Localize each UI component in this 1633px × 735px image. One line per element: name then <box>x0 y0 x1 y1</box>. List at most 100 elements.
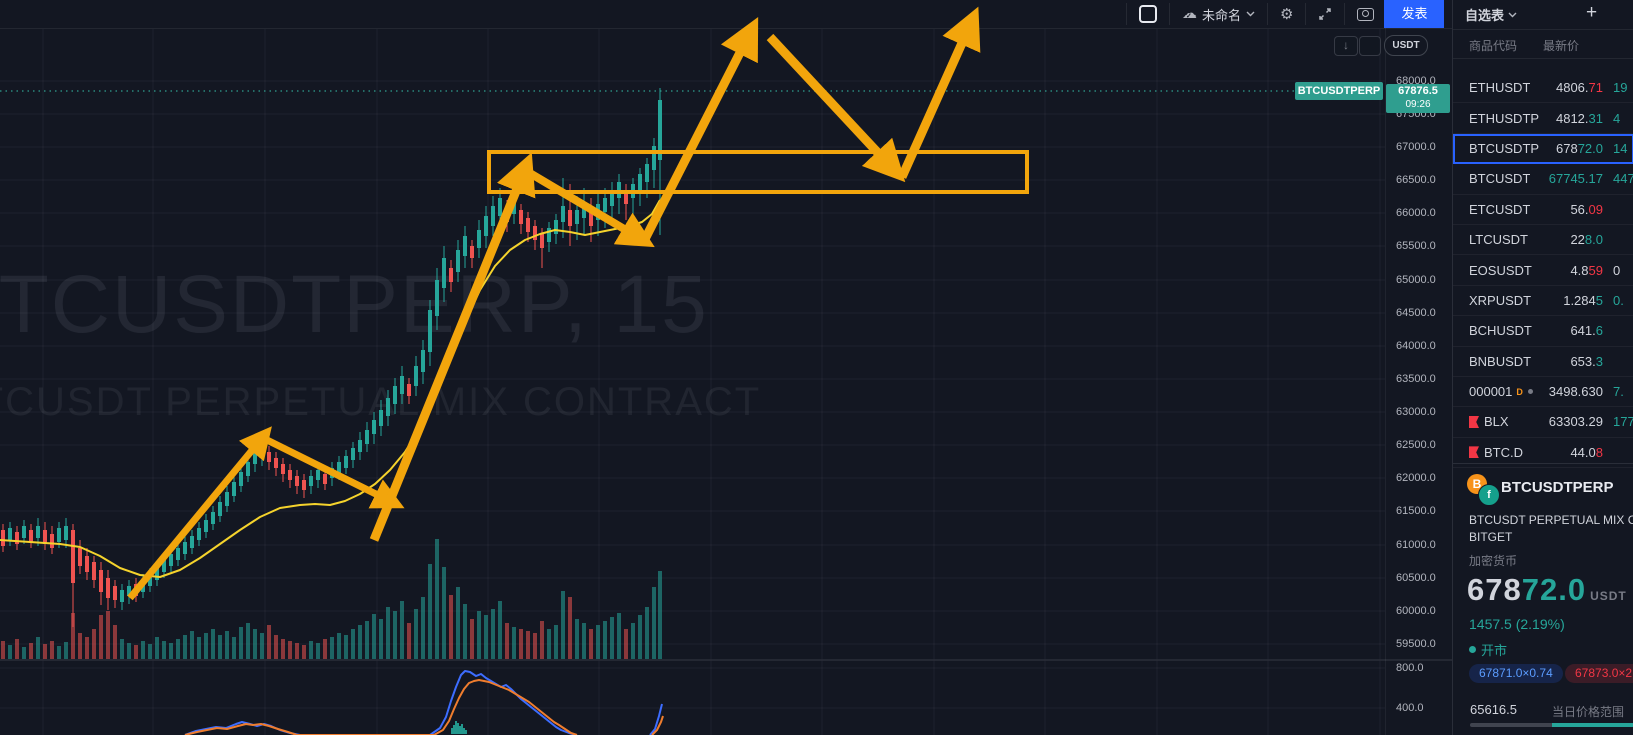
watchlist-row-ethusdt[interactable]: ETHUSDT 4806.71 19 <box>1453 73 1633 104</box>
last-price: 4806.71 <box>1555 80 1603 96</box>
change-value: 7. <box>1613 384 1624 400</box>
change-value: 0 <box>1613 262 1621 278</box>
current-price-time: 09:26 <box>1405 99 1431 110</box>
camera-icon <box>1357 7 1375 21</box>
chart-canvas[interactable] <box>0 0 1452 735</box>
price-axis-tick: 66000.0 <box>1396 207 1436 219</box>
gear-icon: ⚙ <box>1280 6 1294 23</box>
layout-panel-button[interactable] <box>1133 0 1163 28</box>
publish-button[interactable]: 发表 <box>1384 0 1445 28</box>
symbol-label: BLX <box>1469 414 1509 429</box>
chart-watermark-symbol: BTCUSDTPERP, 15 <box>0 259 709 350</box>
column-header-symbol[interactable]: 商品代码 <box>1469 39 1518 53</box>
watchlist-row-ethusdtp[interactable]: ETHUSDTP 4812.31 4 <box>1453 103 1633 134</box>
watchlist-panel: 自选表 + 商品代码 最新价 ETHUSDT 4806.71 19 ETHUSDTP 4… <box>1452 0 1633 735</box>
restore-view-button[interactable] <box>1359 36 1381 56</box>
bid-pill[interactable]: 67871.0×0.74 <box>1469 664 1563 683</box>
symbol-label: LTCUSDT <box>1469 232 1528 248</box>
price-axis-tick: 67000.0 <box>1396 141 1436 153</box>
watchlist-row-btcusdtp[interactable]: BTCUSDTP 67872.0 14 <box>1453 133 1633 165</box>
flag-icon[interactable] <box>1469 415 1479 428</box>
layout-name-label: 未命名 <box>1202 7 1242 23</box>
price-axis[interactable]: 68000.0 67500.0 67000.0 66500.0 66000.0 65500… <box>1385 28 1453 735</box>
last-price: 3498.630 <box>1548 384 1603 400</box>
drawing-annotations[interactable] <box>127 6 1029 601</box>
details-symbol-title[interactable]: BTCUSDTPERP <box>1501 479 1614 496</box>
drawn-arrow <box>263 435 405 509</box>
candlesticks <box>1 88 662 627</box>
last-price: 4812.31 <box>1555 110 1603 126</box>
watchlist-row-etcusdt[interactable]: ETCUSDT 56.09 <box>1453 195 1633 225</box>
watchlist-row-blx[interactable]: BLX 63303.29 177 <box>1453 407 1633 438</box>
price-axis-tick: 64000.0 <box>1396 340 1436 352</box>
watchlist-row-btcusdt[interactable]: BTCUSDT 67745.17 447 <box>1453 164 1633 195</box>
watchlist-title-menu[interactable]: 自选表 <box>1465 5 1517 24</box>
watchlist-row-eosusdt[interactable]: EOSUSDT 4.859 0 <box>1453 255 1633 286</box>
last-price: 641.6 <box>1570 323 1603 339</box>
price-axis-tick: 59500.0 <box>1396 638 1436 650</box>
symbol-label: BTCUSDTP <box>1469 140 1540 156</box>
status-dot-icon <box>1469 646 1476 653</box>
last-price: 228.0 <box>1570 232 1603 248</box>
toolbar-separator <box>1126 3 1127 25</box>
price-axis-tick: 65000.0 <box>1396 274 1436 286</box>
chevron-down-icon <box>1508 12 1517 17</box>
drawn-rectangle <box>487 150 1029 194</box>
watchlist-row-000001[interactable]: 000001 D 3498.630 7. <box>1453 377 1633 408</box>
symbol-label: BTCUSDT <box>1469 171 1531 187</box>
chart-pane[interactable]: BTCUSDTPERP, 15 BTCUSDT PERPETUAL MIX CO… <box>0 0 1452 735</box>
last-price: 653.3 <box>1570 353 1603 369</box>
column-header-price[interactable]: 最新价 <box>1542 39 1579 53</box>
price-axis-tick: 61000.0 <box>1396 539 1436 551</box>
watchlist-row-ltcusdt[interactable]: LTCUSDT 228.0 <box>1453 225 1633 256</box>
price-axis-tick: 65500.0 <box>1396 240 1436 252</box>
ask-pill[interactable]: 67873.0×2. <box>1565 664 1633 683</box>
screenshot-button[interactable] <box>1351 0 1380 28</box>
add-symbol-button[interactable]: + <box>1586 2 1598 23</box>
watchlist-row-bchusdt[interactable]: BCHUSDT 641.6 <box>1453 316 1633 347</box>
d-badge-icon: D <box>1516 386 1523 397</box>
watchlist-row-xrpusdt[interactable]: XRPUSDT 1.2845 0. <box>1453 286 1633 317</box>
details-last-price: 67872.0 USDT <box>1467 572 1627 607</box>
flag-icon[interactable] <box>1469 446 1479 459</box>
symbol-label: EOSUSDT <box>1469 262 1532 278</box>
symbol-label: ETHUSDTP <box>1469 110 1540 126</box>
volume-histogram <box>1 539 662 659</box>
price-axis-tick: 60000.0 <box>1396 605 1436 617</box>
details-currency: USDT <box>1590 589 1627 603</box>
drawn-arrow <box>369 152 536 542</box>
price-axis-tick: 66500.0 <box>1396 174 1436 186</box>
price-axis-tick: 62000.0 <box>1396 472 1436 484</box>
last-price: 56.09 <box>1570 201 1603 217</box>
last-price: 4.859 <box>1570 262 1603 278</box>
cloud-save-menu[interactable]: ☁ ✓ 未命名 <box>1176 0 1261 28</box>
chart-grid <box>0 29 1452 735</box>
price-line-tag[interactable]: BTCUSDTPERP <box>1295 82 1383 100</box>
price-axis-tick: 800.0 <box>1396 662 1424 674</box>
drawn-arrow <box>766 33 906 183</box>
scroll-to-recent-button[interactable]: ↓ <box>1334 36 1358 56</box>
ma-line <box>0 199 661 578</box>
drawn-arrow <box>897 6 981 179</box>
symbol-label: BCHUSDT <box>1469 323 1532 339</box>
watchlist-row-btc.d[interactable]: BTC.D 44.08 <box>1453 438 1633 469</box>
fullscreen-button[interactable] <box>1312 0 1338 28</box>
change-value: 14 <box>1613 140 1628 156</box>
symbol-label: 000001 D <box>1469 384 1533 399</box>
settings-button[interactable]: ⚙ <box>1274 0 1299 28</box>
details-change: 1457.5 (2.19%) <box>1469 616 1565 632</box>
price-axis-tick: 60500.0 <box>1396 572 1436 584</box>
watchlist-header: 自选表 + <box>1453 0 1633 30</box>
chevron-down-icon <box>1246 11 1255 17</box>
toolbar-separator <box>1305 3 1307 25</box>
dot-icon <box>1527 389 1533 395</box>
market-status: 开市 <box>1469 640 1507 659</box>
price-axis-tick: 63000.0 <box>1396 406 1436 418</box>
drawn-arrow <box>127 426 272 601</box>
toolbar-separator <box>1267 3 1269 25</box>
change-value: 0. <box>1613 292 1624 308</box>
watchlist-row-bnbusdt[interactable]: BNBUSDT 653.3 <box>1453 347 1633 377</box>
change-value: 447 <box>1613 171 1633 187</box>
currency-toggle-button[interactable]: USDT <box>1384 35 1428 56</box>
